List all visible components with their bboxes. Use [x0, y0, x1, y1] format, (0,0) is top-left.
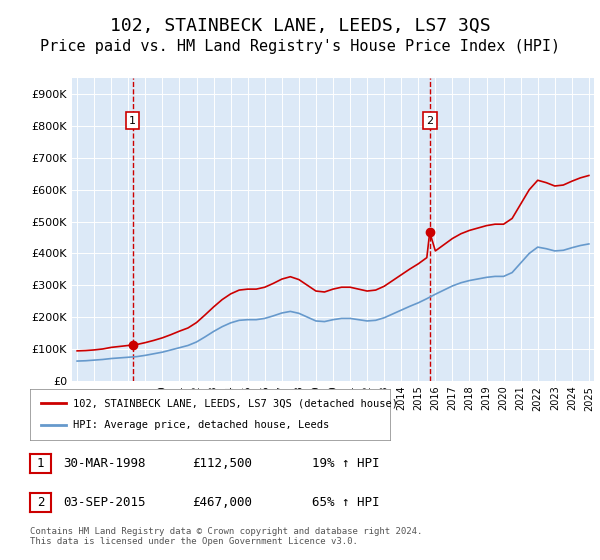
Text: 2: 2 — [37, 496, 44, 509]
Text: Contains HM Land Registry data © Crown copyright and database right 2024.
This d: Contains HM Land Registry data © Crown c… — [30, 526, 422, 546]
Text: HPI: Average price, detached house, Leeds: HPI: Average price, detached house, Leed… — [73, 421, 329, 431]
Text: £467,000: £467,000 — [192, 496, 252, 510]
Text: 03-SEP-2015: 03-SEP-2015 — [63, 496, 146, 510]
Text: Price paid vs. HM Land Registry's House Price Index (HPI): Price paid vs. HM Land Registry's House … — [40, 39, 560, 54]
Text: 2: 2 — [426, 116, 433, 126]
Text: 102, STAINBECK LANE, LEEDS, LS7 3QS: 102, STAINBECK LANE, LEEDS, LS7 3QS — [110, 17, 490, 35]
Text: 1: 1 — [129, 116, 136, 126]
Text: 30-MAR-1998: 30-MAR-1998 — [63, 457, 146, 470]
Text: 1: 1 — [37, 457, 44, 470]
Text: 65% ↑ HPI: 65% ↑ HPI — [312, 496, 380, 510]
Text: 19% ↑ HPI: 19% ↑ HPI — [312, 457, 380, 470]
Text: 102, STAINBECK LANE, LEEDS, LS7 3QS (detached house): 102, STAINBECK LANE, LEEDS, LS7 3QS (det… — [73, 398, 398, 408]
Text: £112,500: £112,500 — [192, 457, 252, 470]
